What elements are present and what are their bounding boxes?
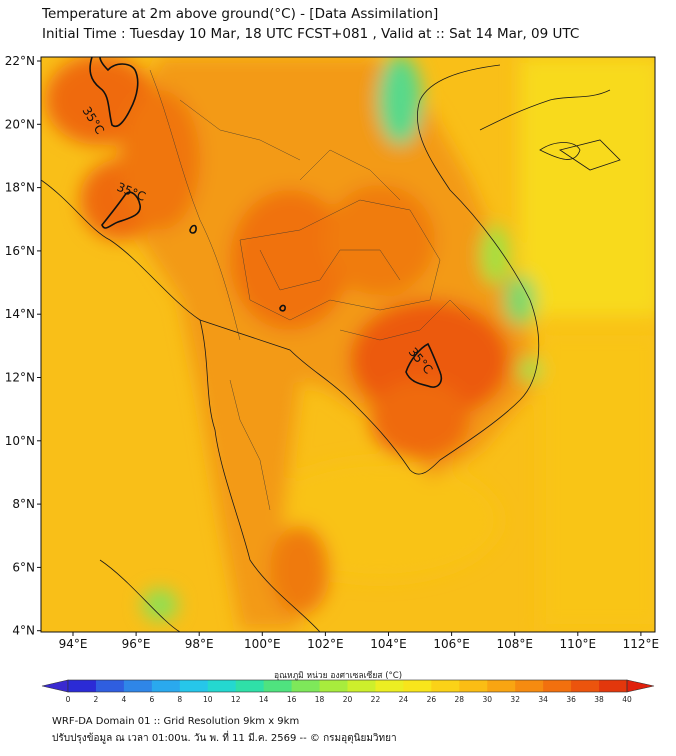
lon-tick-label: 94°E [59, 637, 88, 651]
footer-update-info: ปรับปรุงข้อมูล ณ เวลา 01:00น. วัน พ. ที่… [52, 733, 397, 744]
colorbar-tick-label: 10 [203, 695, 213, 704]
colorbar: 0 2 4 6 8 10 12 14 16 18 20 22 24 26 28 30 32 34 36 38 40 [41, 679, 655, 704]
colorbar-tick-label: 20 [343, 695, 353, 704]
coastlines [41, 64, 621, 632]
latitude-axis: 22°N 20°N 18°N 16°N 14°N 12°N 10°N 8°N 6°N 4°N [5, 54, 41, 638]
temperature-field [41, 57, 655, 632]
colorbar-swatch [347, 680, 376, 692]
colorbar-tick-label: 30 [482, 695, 492, 704]
colorbar-swatch [179, 680, 209, 692]
colorbar-tick-label: 40 [622, 695, 632, 704]
colorbar-swatch [487, 680, 516, 692]
map-frame [40, 56, 656, 633]
colorbar-tick-label: 12 [231, 695, 241, 704]
colorbar-tick-label: 14 [259, 695, 269, 704]
lon-tick-label: 96°E [122, 637, 151, 651]
colorbar-swatch [263, 680, 293, 692]
lon-tick-label: 98°E [185, 637, 214, 651]
colorbar-frame [67, 679, 628, 693]
colorbar-tick-label: 2 [94, 695, 99, 704]
lon-tick-label: 102°E [307, 637, 344, 651]
colorbar-tick-label: 26 [427, 695, 437, 704]
lat-tick-label: 4°N [12, 624, 35, 638]
lon-tick-label: 108°E [496, 637, 533, 651]
colorbar-swatch [571, 680, 600, 692]
colorbar-swatch [319, 680, 348, 692]
longitude-axis: 94°E 96°E 98°E 100°E 102°E 104°E 106°E 108°E 110… [59, 632, 660, 651]
colorbar-title: อุณหภูมิ หน่วย องศาเซลเซียส (°C) [273, 671, 403, 681]
colorbar-swatch [123, 680, 153, 692]
colorbar-tick-label: 36 [566, 695, 576, 704]
lon-tick-label: 106°E [433, 637, 470, 651]
colorbar-swatch [599, 680, 628, 692]
lat-tick-label: 20°N [5, 117, 35, 131]
lon-tick-label: 100°E [244, 637, 281, 651]
map-title: Temperature at 2m above ground(°C) - [Da… [42, 6, 439, 22]
footer-model-info: WRF-DA Domain 01 :: Grid Resolution 9km … [52, 716, 300, 727]
colorbar-swatch [235, 680, 265, 692]
contour-35c [89, 57, 443, 388]
colorbar-swatch [68, 680, 97, 692]
colorbar-tick-label: 34 [538, 695, 548, 704]
colorbar-tick-label: 8 [177, 695, 182, 704]
lon-tick-label: 104°E [370, 637, 407, 651]
colorbar-tick-label: 16 [287, 695, 297, 704]
colorbar-swatch [403, 680, 432, 692]
colorbar-swatch [291, 680, 321, 692]
colorbar-tick-label: 6 [149, 695, 154, 704]
colorbar-swatch [375, 680, 404, 692]
lat-tick-label: 22°N [5, 54, 35, 68]
lat-tick-label: 10°N [5, 434, 35, 448]
lat-tick-label: 14°N [5, 307, 35, 321]
colorbar-tick-label: 4 [122, 695, 127, 704]
lat-tick-label: 16°N [5, 244, 35, 258]
colorbar-swatch [431, 680, 460, 692]
map-subtitle: Initial Time : Tuesday 10 Mar, 18 UTC FC… [42, 26, 580, 42]
lat-tick-label: 8°N [12, 497, 35, 511]
lat-tick-label: 6°N [12, 560, 35, 574]
colorbar-tick-label: 28 [455, 695, 465, 704]
colorbar-tick-label: 24 [399, 695, 409, 704]
colorbar-tick-label: 38 [594, 695, 604, 704]
lon-tick-label: 112°E [623, 637, 660, 651]
colorbar-swatch [543, 680, 572, 692]
colorbar-tick-label: 0 [66, 695, 71, 704]
lon-tick-label: 110°E [560, 637, 597, 651]
lat-tick-label: 12°N [5, 371, 35, 385]
colorbar-swatch [459, 680, 488, 692]
colorbar-tick-label: 22 [371, 695, 381, 704]
colorbar-tick-label: 18 [315, 695, 325, 704]
lat-tick-label: 18°N [5, 181, 35, 195]
colorbar-swatch [95, 680, 125, 692]
colorbar-swatch [515, 680, 544, 692]
province-borders [149, 69, 471, 511]
colorbar-swatch [207, 680, 237, 692]
colorbar-tick-label: 32 [510, 695, 520, 704]
colorbar-swatch [151, 680, 181, 692]
